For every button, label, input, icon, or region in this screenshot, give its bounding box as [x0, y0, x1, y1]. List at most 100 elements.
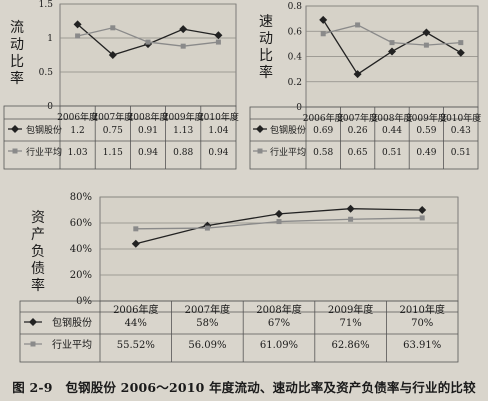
data-point — [320, 31, 326, 37]
x-tick-label: 2008年度 — [372, 112, 413, 124]
data-label: 62.86% — [332, 340, 370, 351]
data-label: 0.51 — [382, 148, 402, 158]
data-point — [276, 219, 282, 225]
data-point — [346, 204, 355, 213]
data-point — [180, 43, 186, 49]
data-point — [133, 226, 139, 232]
y-tick-label: 20% — [70, 270, 92, 281]
data-label: 71% — [339, 318, 361, 329]
data-point — [215, 39, 221, 45]
chart3-ylabel: 资产负债率 — [30, 210, 46, 295]
y-tick-label: 1.5 — [39, 0, 54, 10]
data-point — [456, 48, 465, 57]
data-point — [355, 22, 361, 28]
x-tick-label: 2010年度 — [198, 111, 239, 123]
figure-caption: 图 2-9 包钢股份 2006～2010 年度流动、速动比率及资产负债率与行业的… — [12, 380, 476, 395]
y-tick-label: 0.5 — [39, 68, 54, 78]
legend-label: 包钢股份 — [270, 124, 306, 136]
data-label: 0.94 — [138, 148, 158, 158]
legend-marker — [256, 125, 264, 133]
data-label: 0.65 — [348, 148, 368, 158]
x-tick-label: 2006年度 — [57, 111, 98, 123]
data-point — [75, 33, 81, 39]
x-tick-label: 2009年度 — [328, 303, 373, 316]
x-tick-label: 2007年度 — [337, 112, 378, 124]
chart3-ylabel-text: 资产负债率 — [31, 210, 45, 294]
data-point — [388, 47, 396, 56]
data-label: 1.13 — [173, 126, 193, 136]
data-label: 0.44 — [382, 126, 402, 136]
data-label: 56.09% — [188, 340, 226, 351]
data-point — [110, 25, 116, 31]
y-tick-label: 0 — [47, 102, 53, 112]
x-tick-label: 2009年度 — [163, 111, 204, 123]
chart-2: 0 0.2 0.4 0.6 0.8 2006年度2007年度2008年度2009年度201… — [249, 2, 481, 170]
data-point — [214, 31, 223, 40]
x-tick-label: 2007年度 — [92, 111, 133, 123]
x-tick-label: 2007年度 — [185, 303, 230, 316]
data-label: 0.51 — [451, 148, 471, 158]
data-label: 0.88 — [173, 148, 193, 158]
data-point — [422, 28, 431, 37]
chart1-ylabel-text: 流动比率 — [10, 20, 24, 87]
data-label: 63.91% — [403, 340, 441, 351]
y-tick-label: 0.2 — [288, 78, 302, 88]
data-table-frame — [249, 106, 479, 170]
data-label: 67% — [268, 318, 290, 329]
data-label: 0.69 — [313, 126, 333, 136]
data-point — [348, 216, 354, 222]
data-point — [389, 40, 395, 46]
data-label: 1.04 — [208, 126, 228, 136]
chart-3: 0% 20% 40% 60% 80% 2006年度 2007年度 2008年度 2009年度 20… — [19, 192, 459, 363]
legend-label: 行业平均 — [270, 146, 306, 158]
legend-marker — [30, 341, 36, 347]
data-label: 55.52% — [117, 340, 155, 351]
data-label: 1.15 — [103, 148, 123, 158]
data-label: 0.59 — [416, 126, 436, 136]
data-point — [458, 40, 464, 46]
chart1-ylabel: 流动比率 — [9, 20, 25, 88]
y-tick-label: 1 — [47, 34, 53, 44]
chart2-ylabel: 速动比率 — [258, 14, 274, 82]
chart-1: 0 0.5 1 1.5 2006年度2007年度2008年度2009年度2010年度包钢… — [3, 0, 239, 170]
y-tick-label: 0.6 — [288, 27, 303, 37]
data-point — [108, 51, 117, 59]
legend-marker — [29, 318, 37, 326]
data-label: 0.91 — [138, 126, 158, 136]
data-label: 0.49 — [416, 148, 436, 158]
data-table-frame — [3, 105, 237, 170]
data-point — [145, 39, 151, 45]
x-tick-label: 2008年度 — [128, 111, 169, 123]
data-label: 1.2 — [70, 126, 84, 136]
x-tick-label: 2010年度 — [399, 303, 444, 316]
y-tick-label: 0.4 — [288, 53, 303, 63]
data-point — [423, 42, 429, 48]
y-tick-label: 0 — [296, 103, 302, 113]
data-label: 0.43 — [451, 126, 471, 136]
legend-marker — [257, 148, 263, 154]
x-tick-label: 2010年度 — [440, 112, 481, 124]
data-label: 70% — [411, 318, 433, 329]
data-point — [353, 70, 362, 79]
legend-label: 包钢股份 — [26, 124, 62, 136]
legend-label: 行业平均 — [52, 338, 92, 351]
data-label: 1.03 — [68, 148, 88, 158]
data-label: 58% — [196, 318, 218, 329]
legend-label: 行业平均 — [26, 146, 62, 158]
x-tick-label: 2009年度 — [406, 112, 447, 124]
data-point — [275, 209, 283, 218]
legend-marker — [11, 125, 19, 133]
x-tick-label: 2008年度 — [256, 303, 301, 316]
y-tick-label: 0% — [76, 296, 92, 307]
chart2-ylabel-text: 速动比率 — [259, 14, 273, 81]
y-tick-label: 60% — [70, 218, 92, 229]
data-label: 44% — [125, 318, 147, 329]
data-point — [131, 239, 140, 248]
plot-area — [59, 3, 237, 107]
data-label: 61.09% — [260, 340, 298, 351]
data-point — [319, 15, 328, 24]
y-tick-label: 40% — [70, 244, 92, 255]
data-table-frame — [19, 300, 459, 363]
data-label: 0.75 — [103, 126, 123, 136]
